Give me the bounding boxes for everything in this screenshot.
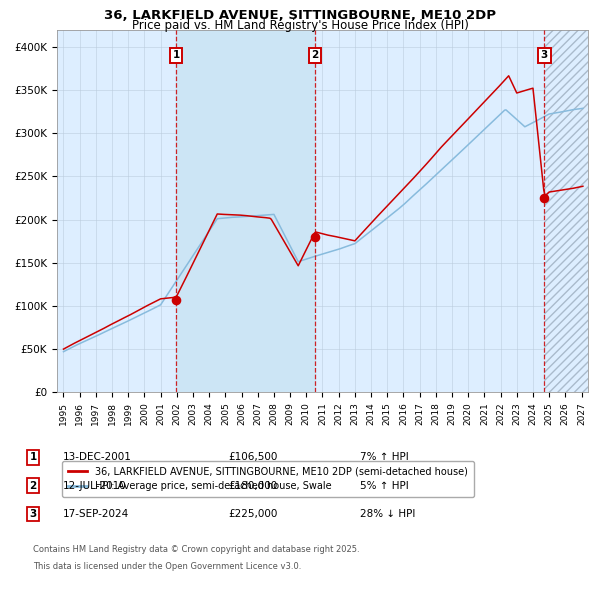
HPI: Average price, semi-detached house, Swale: (2.01e+03, 1.67e+05): Average price, semi-detached house, Swal… xyxy=(339,244,346,251)
Text: 2: 2 xyxy=(311,50,319,60)
Text: 17-SEP-2024: 17-SEP-2024 xyxy=(63,509,129,519)
Point xyxy=(172,296,181,305)
HPI: Average price, semi-detached house, Swale: (2.01e+03, 1.86e+05): Average price, semi-detached house, Swal… xyxy=(366,228,373,235)
Line: HPI: Average price, semi-detached house, Swale: HPI: Average price, semi-detached house,… xyxy=(64,109,583,352)
Text: 13-DEC-2001: 13-DEC-2001 xyxy=(63,453,132,462)
HPI: Average price, semi-detached house, Swale: (2.02e+03, 2.5e+05): Average price, semi-detached house, Swal… xyxy=(431,173,438,180)
36, LARKFIELD AVENUE, SITTINGBOURNE, ME10 2DP (semi-detached house) xyxy=(60,346,67,353)
Text: 5% ↑ HPI: 5% ↑ HPI xyxy=(360,481,409,490)
Text: 1: 1 xyxy=(29,453,37,462)
36, LARKFIELD AVENUE, SITTINGBOURNE, ME10 2DP (semi-detached house) xyxy=(339,235,346,242)
Text: 1: 1 xyxy=(172,50,180,60)
Legend: 36, LARKFIELD AVENUE, SITTINGBOURNE, ME10 2DP (semi-detached house), HPI: Averag: 36, LARKFIELD AVENUE, SITTINGBOURNE, ME1… xyxy=(62,461,473,497)
Text: Contains HM Land Registry data © Crown copyright and database right 2025.: Contains HM Land Registry data © Crown c… xyxy=(33,545,359,554)
36, LARKFIELD AVENUE, SITTINGBOURNE, ME10 2DP (semi-detached house) xyxy=(579,183,586,190)
Text: 3: 3 xyxy=(29,509,37,519)
Text: 7% ↑ HPI: 7% ↑ HPI xyxy=(360,453,409,462)
36, LARKFIELD AVENUE, SITTINGBOURNE, ME10 2DP (semi-detached house) xyxy=(266,215,274,222)
Bar xyxy=(544,30,596,392)
Text: This data is licensed under the Open Government Licence v3.0.: This data is licensed under the Open Gov… xyxy=(33,562,301,571)
36, LARKFIELD AVENUE, SITTINGBOURNE, ME10 2DP (semi-detached house) xyxy=(366,221,373,228)
36, LARKFIELD AVENUE, SITTINGBOURNE, ME10 2DP (semi-detached house) xyxy=(490,88,497,96)
Text: 28% ↓ HPI: 28% ↓ HPI xyxy=(360,509,415,519)
HPI: Average price, semi-detached house, Swale: (2e+03, 4.71e+04): Average price, semi-detached house, Swal… xyxy=(60,348,67,355)
HPI: Average price, semi-detached house, Swale: (2.02e+03, 3.15e+05): Average price, semi-detached house, Swal… xyxy=(490,117,497,124)
Text: £180,000: £180,000 xyxy=(228,481,277,490)
Text: 12-JUL-2010: 12-JUL-2010 xyxy=(63,481,127,490)
Text: £106,500: £106,500 xyxy=(228,453,277,462)
36, LARKFIELD AVENUE, SITTINGBOURNE, ME10 2DP (semi-detached house) xyxy=(431,151,438,158)
Text: 3: 3 xyxy=(541,50,548,60)
HPI: Average price, semi-detached house, Swale: (2.03e+03, 3.29e+05): Average price, semi-detached house, Swal… xyxy=(579,105,586,112)
HPI: Average price, semi-detached house, Swale: (2.01e+03, 2.06e+05): Average price, semi-detached house, Swal… xyxy=(266,211,274,218)
Bar xyxy=(176,30,315,392)
Text: 2: 2 xyxy=(29,481,37,490)
Text: £225,000: £225,000 xyxy=(228,509,277,519)
Point xyxy=(539,194,549,203)
Text: 36, LARKFIELD AVENUE, SITTINGBOURNE, ME10 2DP: 36, LARKFIELD AVENUE, SITTINGBOURNE, ME1… xyxy=(104,9,496,22)
Text: Price paid vs. HM Land Registry's House Price Index (HPI): Price paid vs. HM Land Registry's House … xyxy=(131,19,469,32)
Point xyxy=(310,232,320,241)
36, LARKFIELD AVENUE, SITTINGBOURNE, ME10 2DP (semi-detached house) xyxy=(505,72,512,79)
36, LARKFIELD AVENUE, SITTINGBOURNE, ME10 2DP (semi-detached house) xyxy=(538,161,545,168)
Line: 36, LARKFIELD AVENUE, SITTINGBOURNE, ME10 2DP (semi-detached house): 36, LARKFIELD AVENUE, SITTINGBOURNE, ME1… xyxy=(64,76,583,349)
HPI: Average price, semi-detached house, Swale: (2.02e+03, 3.16e+05): Average price, semi-detached house, Swal… xyxy=(536,116,544,123)
Bar xyxy=(544,30,596,392)
